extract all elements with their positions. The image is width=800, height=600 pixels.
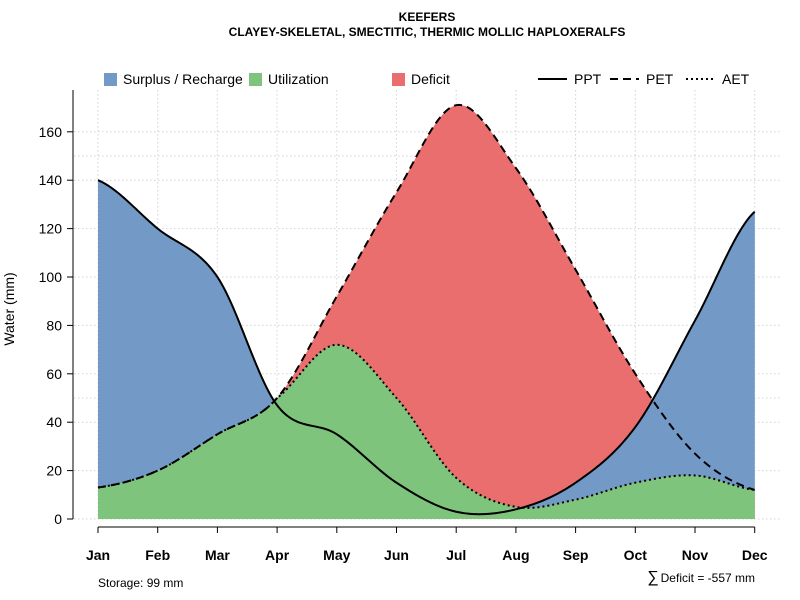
axes: 0 20 40 60 80 100 120 140 160 Jan Feb Mar Apr May Jun J… — [39, 90, 768, 563]
sum-symbol: ∑ — [647, 569, 658, 586]
legend-label-ppt: PPT — [574, 71, 602, 87]
chart-title: KEEFERS — [399, 10, 456, 24]
legend: Surplus / Recharge Utilization Deficit PPT P… — [104, 71, 750, 87]
aet-line — [97, 343, 755, 509]
deficit-value: Deficit = -557 mm — [661, 571, 755, 585]
legend-label-2: Deficit — [411, 71, 450, 87]
y-tick-label: 100 — [39, 269, 63, 285]
deficit-note: ∑ Deficit = -557 mm — [647, 569, 755, 586]
x-tick-label-mar: Mar — [205, 547, 230, 563]
x-tick-label-jan: Jan — [86, 547, 110, 563]
x-tick-label-apr: Apr — [265, 547, 290, 563]
x-tick-label-jul: Jul — [446, 547, 466, 563]
ppt-line — [97, 179, 756, 516]
y-tick-label: 40 — [46, 414, 62, 430]
legend-label-0: Surplus / Recharge — [123, 71, 243, 87]
legend-label-1: Utilization — [268, 71, 329, 87]
legend-label-pet: PET — [646, 71, 674, 87]
y-tick-label: 80 — [46, 317, 62, 333]
x-tick-label-oct: Oct — [624, 547, 648, 563]
x-tick-label-feb: Feb — [145, 547, 170, 563]
legend-swatch-2 — [392, 73, 405, 86]
y-tick-label: 120 — [39, 221, 63, 237]
y-tick-label: 160 — [39, 124, 63, 140]
y-tick-label: 0 — [54, 511, 62, 527]
y-tick-label: 20 — [46, 463, 62, 479]
x-tick-label-dec: Dec — [742, 547, 768, 563]
storage-note: Storage: 99 mm — [98, 576, 183, 590]
series-lines — [97, 103, 756, 516]
y-tick-label: 60 — [46, 366, 62, 382]
y-tick-label: 140 — [39, 172, 63, 188]
x-tick-label-sep: Sep — [563, 547, 589, 563]
water-areas — [98, 104, 755, 520]
legend-swatch-1 — [249, 73, 262, 86]
y-axis-label: Water (mm) — [1, 272, 17, 345]
chart-subtitle: CLAYEY-SKELETAL, SMECTITIC, THERMIC MOLL… — [229, 25, 626, 39]
x-tick-label-may: May — [323, 547, 350, 563]
x-tick-label-aug: Aug — [502, 547, 529, 563]
x-tick-label-jun: Jun — [384, 547, 409, 563]
utilization-area — [98, 344, 755, 519]
x-tick-label-nov: Nov — [682, 547, 709, 563]
legend-label-aet: AET — [722, 71, 750, 87]
legend-swatch-0 — [104, 73, 117, 86]
